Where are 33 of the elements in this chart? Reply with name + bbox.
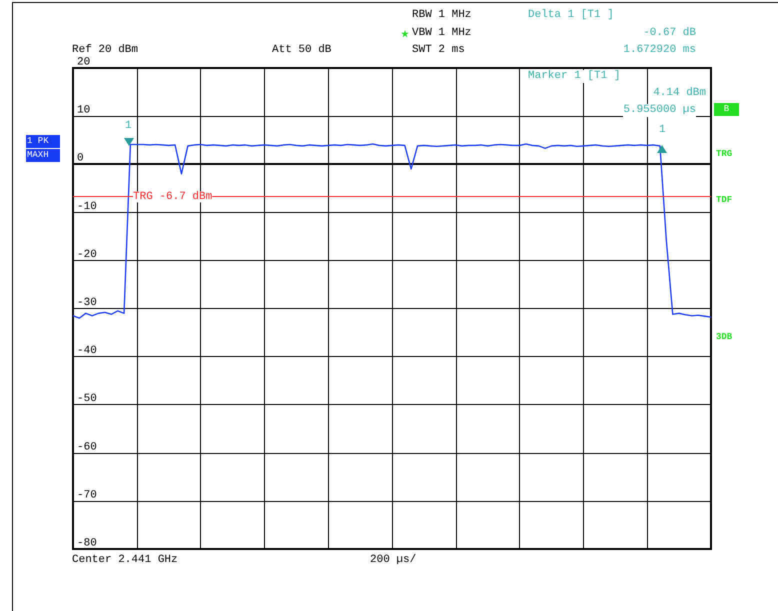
y-tick-label: -60 — [77, 441, 97, 454]
text: Delta 1 [T1 ] — [528, 9, 614, 22]
text: -0.67 dB — [643, 27, 696, 40]
text: RBW 1 MHz — [412, 9, 472, 22]
text: 200 µs/ — [370, 554, 416, 567]
y-tick-label: -50 — [77, 393, 97, 406]
y-tick-label: -80 — [77, 538, 97, 550]
annotation: 5.955000 µs — [623, 104, 696, 117]
annotation: 4.14 dBm — [653, 87, 706, 100]
text: SWT 2 ms — [412, 44, 465, 57]
ref-line-label: TRG -6.7 dBm — [133, 190, 213, 203]
annotation: 1 — [659, 124, 666, 137]
text: 3DB — [716, 331, 732, 344]
y-tick-label: -70 — [77, 489, 97, 502]
text: Ref 20 dBm — [72, 44, 138, 57]
y-tick-label: -10 — [77, 200, 97, 213]
text: Center 2.441 GHz — [72, 554, 178, 567]
annotation: Marker 1 [T1 ] — [528, 70, 620, 83]
text: TRG — [716, 148, 732, 161]
y-tick-label: 10 — [77, 104, 90, 117]
annotation: 1 — [125, 120, 132, 133]
y-tick-label: 0 — [77, 152, 84, 165]
text: Att 50 dB — [272, 44, 332, 57]
y-tick-label: -40 — [77, 345, 97, 358]
text: B — [714, 103, 739, 116]
text: 1 PK — [26, 135, 60, 148]
text: MAXH — [26, 149, 60, 162]
y-tick-label: -20 — [77, 248, 97, 261]
y-tick-label: -30 — [77, 297, 97, 309]
text: 1.672920 ms — [623, 44, 696, 57]
text: TDF — [716, 194, 732, 207]
y-tick-label: 20 — [77, 56, 90, 68]
text: VBW 1 MHz — [412, 27, 472, 40]
